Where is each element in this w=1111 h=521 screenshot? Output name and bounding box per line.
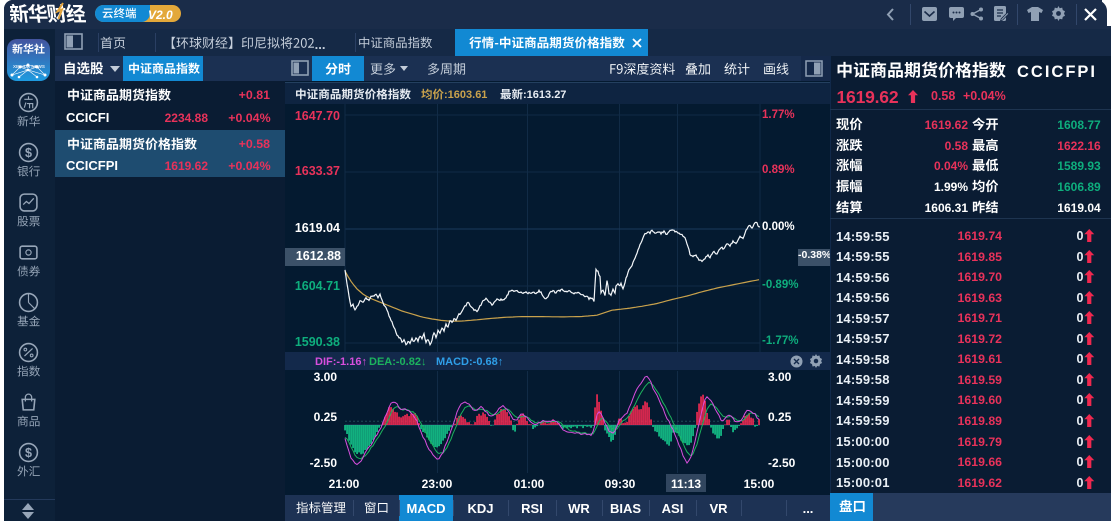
svg-text:$: $ — [25, 146, 32, 160]
svg-text:$: $ — [25, 446, 32, 460]
